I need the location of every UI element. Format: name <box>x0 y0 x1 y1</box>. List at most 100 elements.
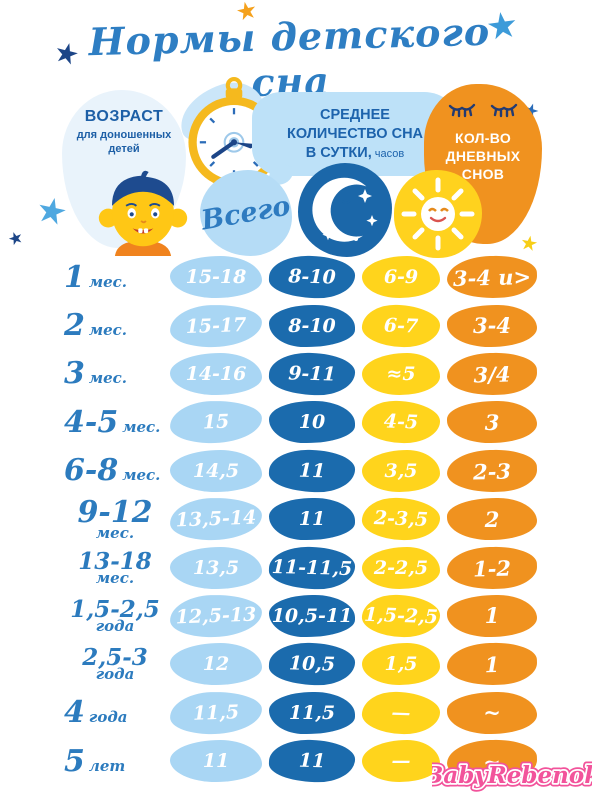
sleeping-eyes-icon <box>448 103 518 118</box>
cell-night-sleep: 11,5 <box>269 691 355 734</box>
sleep-table: 1 мес. 15-18 8-10 6-9 3-4 и> 2 мес. 15-17 … <box>0 253 600 785</box>
age-unit: года <box>95 616 135 635</box>
age-value: 4 <box>64 695 85 731</box>
cell-night-sleep: 10,5-11 <box>269 594 355 637</box>
age-value: 13-18 <box>78 547 152 575</box>
header-sleep-column: СРЕДНЕЕ КОЛИЧЕСТВО СНА В СУТКИ, часов <box>252 92 458 176</box>
cell-day-sleep: 2-2,5 <box>362 546 440 589</box>
cell-night-sleep: 9-11 <box>268 351 356 397</box>
cell-day-sleep: 2-3,5 <box>361 496 441 542</box>
table-row: 1 мес. 15-18 8-10 6-9 3-4 и> <box>0 253 600 301</box>
cell-naps-count: ~ <box>447 691 537 734</box>
baby-face-icon <box>98 170 188 256</box>
cell-total-sleep: 13,5 <box>170 546 262 589</box>
cell-day-sleep: 3,5 <box>362 449 440 492</box>
cell-day-sleep: 1,5 <box>362 643 440 686</box>
sleep-column-line3-bold: В СУТКИ, <box>305 144 372 161</box>
cell-total-sleep: 11,5 <box>169 690 263 736</box>
age-unit: лет <box>88 756 126 775</box>
cell-day-sleep: — <box>362 740 440 783</box>
age-label: 13-18 мес. <box>64 550 166 586</box>
age-value: 3 <box>64 356 85 392</box>
naps-column-title: КОЛ-ВО ДНЕВНЫХ СНОВ <box>445 130 521 183</box>
table-row: 4-5 мес. 15 10 4-5 3 <box>0 398 600 446</box>
age-label: 2,5-3 года <box>64 646 166 682</box>
cell-naps-count: 1 <box>446 642 538 687</box>
table-row: 2,5-3 года 12 10,5 1,5 1 <box>0 640 600 688</box>
table-row: 3 мес. 14-16 9-11 ≈5 3/4 <box>0 350 600 398</box>
age-value: 5 <box>64 743 85 779</box>
age-label: 1,5-2,5 года <box>64 598 166 634</box>
cell-night-sleep: 11 <box>268 448 356 493</box>
cell-naps-count: 3/4 <box>446 351 538 397</box>
table-row: 9-12 мес. 13,5-14 11 2-3,5 2 <box>0 495 600 543</box>
total-sleep-header: Всего <box>199 170 293 256</box>
brand-logo-text: BabyRebenok <box>432 762 592 789</box>
cell-total-sleep: 11 <box>170 740 262 783</box>
age-value: 9-12 <box>77 494 153 530</box>
table-row: 5 лет 11 11 — ~ <box>0 737 600 785</box>
age-unit: мес. <box>122 417 161 436</box>
star-icon: ★ <box>32 189 72 234</box>
cell-day-sleep: 1,5-2,5 <box>361 593 441 639</box>
age-value: 1,5-2,5 <box>70 595 160 623</box>
cell-naps-count: 3-4 и> <box>446 255 538 300</box>
age-value: 6-8 <box>64 453 119 489</box>
cell-total-sleep: 12,5-13 <box>169 593 263 639</box>
cell-naps-count: 3 <box>447 401 537 444</box>
age-value: 2,5-3 <box>82 644 148 672</box>
age-label: 9-12 мес. <box>64 494 166 542</box>
night-sleep-header <box>298 163 392 257</box>
star-icon: ★ <box>233 0 260 27</box>
age-label: 1 мес. <box>64 260 166 295</box>
cell-naps-count: 2 <box>447 498 537 541</box>
age-unit: года <box>88 708 128 727</box>
cell-night-sleep: 10,5 <box>268 642 356 687</box>
age-label: 3 мес. <box>64 356 166 391</box>
moon-icon <box>312 177 378 242</box>
cell-naps-count: 3-4 <box>447 304 537 347</box>
age-unit: мес. <box>88 272 128 291</box>
cell-night-sleep: 11 <box>269 498 355 541</box>
table-row: 2 мес. 15-17 8-10 6-7 3-4 <box>0 301 600 349</box>
age-unit: мес. <box>122 466 161 485</box>
age-label: 4 года <box>64 695 166 730</box>
cell-total-sleep: 14,5 <box>170 449 262 492</box>
age-unit: года <box>95 665 135 684</box>
cell-day-sleep: 6-7 <box>361 303 441 348</box>
cell-day-sleep: 4-5 <box>361 400 441 445</box>
cell-naps-count: 1-2 <box>446 545 538 590</box>
table-row: 4 года 11,5 11,5 — ~ <box>0 689 600 737</box>
cell-night-sleep: 8-10 <box>269 304 355 347</box>
table-row: 1,5-2,5 года 12,5-13 10,5-11 1,5-2,5 1 <box>0 592 600 640</box>
age-value: 1 <box>64 259 85 295</box>
table-row: 6-8 мес. 14,5 11 3,5 2-3 <box>0 447 600 495</box>
cell-night-sleep: 11-11,5 <box>268 545 356 590</box>
cell-night-sleep: 10 <box>269 401 355 444</box>
cell-total-sleep: 13,5-14 <box>169 496 263 542</box>
cell-day-sleep: 6-9 <box>362 256 440 299</box>
age-unit: мес. <box>95 523 135 542</box>
cell-total-sleep: 15 <box>169 399 263 445</box>
total-label: Всего <box>199 189 293 237</box>
age-unit: мес. <box>95 568 135 587</box>
table-row: 13-18 мес. 13,5 11-11,5 2-2,5 1-2 <box>0 543 600 591</box>
age-unit: мес. <box>88 321 128 340</box>
sleep-column-line3-small: часов <box>371 147 405 160</box>
star-icon: ★ <box>5 226 27 251</box>
cell-night-sleep: 8-10 <box>268 255 356 300</box>
cell-total-sleep: 15-18 <box>170 256 262 299</box>
sleep-column-line2: КОЛИЧЕСТВО СНА <box>286 125 424 142</box>
brand-logo-outline: BabyRebenok <box>432 762 592 789</box>
age-label: 2 мес. <box>64 308 166 343</box>
sleep-column-line3: В СУТКИ, часов <box>252 144 458 163</box>
cell-total-sleep: 15-17 <box>169 302 263 349</box>
age-unit: мес. <box>88 369 128 388</box>
star-icon: ★ <box>483 2 521 49</box>
age-value: 4-5 <box>64 404 119 440</box>
cell-naps-count: 1 <box>447 594 537 637</box>
cell-night-sleep: 11 <box>268 738 356 784</box>
age-label: 5 лет <box>64 744 166 779</box>
cell-day-sleep: ≈5 <box>362 352 440 395</box>
